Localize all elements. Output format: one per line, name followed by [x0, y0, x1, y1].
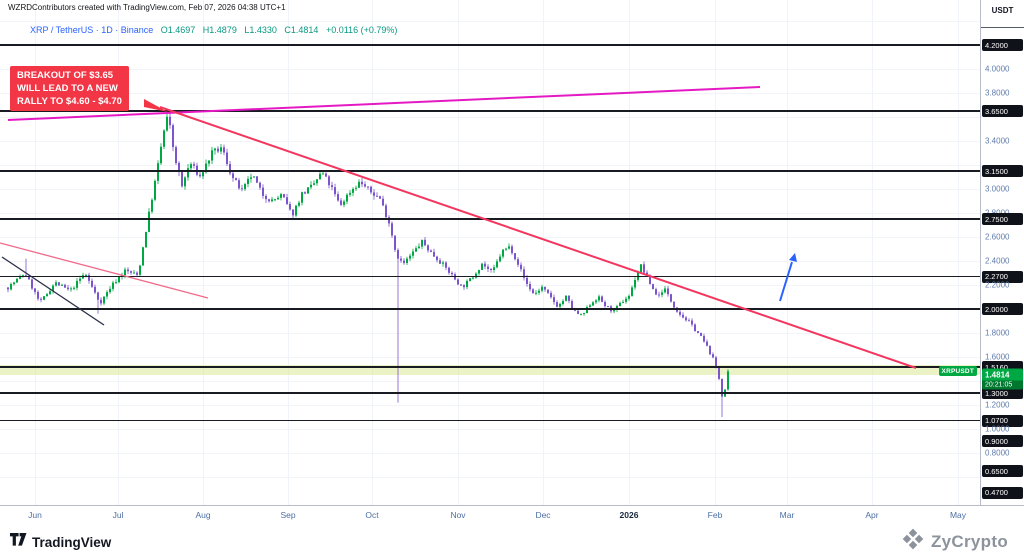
- time-label: May: [949, 510, 967, 520]
- price-axis[interactable]: USDT 4.2000 4.0000 3.8000 3.6500 3.4000 3.150…: [980, 0, 1024, 505]
- price-label: 2.7500: [982, 213, 1023, 225]
- price-level-line[interactable]: [0, 308, 980, 310]
- low-value: L1.4330: [244, 25, 277, 35]
- price-label: 0.8000: [985, 448, 1010, 458]
- time-label: Nov: [450, 510, 466, 520]
- bar-countdown: 20:21:05: [982, 380, 1023, 390]
- bottom-bar: TradingView ZyCrypto: [0, 525, 1024, 556]
- time-label: Sep: [280, 510, 296, 520]
- zycrypto-wordmark: ZyCrypto: [930, 531, 1008, 551]
- price-label: 2.0000: [982, 303, 1023, 315]
- symbol-legend[interactable]: XRP / TetherUS · 1D · Binance O1.4697 H1…: [30, 25, 397, 35]
- price-label: 0.9000: [982, 435, 1023, 447]
- price-axis-currency-label: USDT: [991, 6, 1014, 15]
- zycrypto-logo: ZyCrypto: [902, 528, 1008, 555]
- zycrypto-diamond-icon: [902, 528, 924, 555]
- price-label: 1.0700: [982, 414, 1023, 427]
- current-price-label: 1.4814 20:21:05: [982, 368, 1023, 390]
- price-level-line[interactable]: [0, 218, 980, 220]
- price-label: 3.6500: [982, 105, 1023, 117]
- time-label: Dec: [535, 510, 551, 520]
- price-label: 3.4000: [985, 136, 1010, 146]
- time-label: Apr: [865, 510, 879, 520]
- time-label: Jul: [112, 510, 124, 520]
- price-label: 0.4700: [982, 486, 1023, 499]
- price-label: 1.3000: [982, 387, 1023, 399]
- price-level-line[interactable]: [0, 110, 980, 112]
- price-level-line[interactable]: [0, 419, 980, 422]
- price-axis-divider: [981, 27, 1024, 28]
- price-label: 1.2000: [985, 400, 1010, 410]
- price-label: 2.6000: [985, 232, 1010, 242]
- symbol-title[interactable]: XRP / TetherUS · 1D · Binance: [30, 25, 154, 35]
- open-value: O1.4697: [160, 25, 196, 35]
- price-highlight-band: [0, 364, 980, 375]
- price-level-line[interactable]: [0, 170, 980, 172]
- price-label: 4.2000: [982, 39, 1023, 51]
- change-value: +0.0116 (+0.79%): [325, 25, 398, 35]
- annotation-line: BREAKOUT OF $3.65: [17, 70, 114, 81]
- price-level-line[interactable]: [0, 392, 980, 394]
- current-price-value: 1.4814: [982, 368, 1023, 381]
- price-label: 3.8000: [985, 88, 1010, 98]
- price-label: 3.0000: [985, 184, 1010, 194]
- time-axis[interactable]: Jun Jul Aug Sep Oct Nov Dec 2026 Feb Mar Apr May: [0, 505, 1024, 525]
- price-label: 2.4000: [985, 256, 1010, 266]
- time-label: Feb: [707, 510, 723, 520]
- high-value: H1.4879: [202, 25, 237, 35]
- price-label: 4.0000: [985, 64, 1010, 74]
- tradingview-logo: TradingView: [10, 533, 111, 551]
- time-label: Aug: [195, 510, 211, 520]
- tradingview-wordmark: TradingView: [32, 534, 112, 550]
- time-label: 2026: [619, 510, 639, 520]
- price-level-line[interactable]: [0, 275, 980, 278]
- breakout-annotation[interactable]: BREAKOUT OF $3.65 WILL LEAD TO A NEW RAL…: [10, 66, 129, 111]
- price-label: 2.2700: [982, 270, 1023, 283]
- attribution-note: WZRDContributors created with TradingVie…: [8, 3, 286, 12]
- time-label: Oct: [365, 510, 379, 520]
- time-label: Jun: [28, 510, 42, 520]
- tradingview-mark-icon: [10, 533, 27, 551]
- price-label: 2.2000: [985, 280, 1010, 290]
- price-label: 1.6000: [985, 352, 1010, 362]
- price-label: 3.1500: [982, 165, 1023, 177]
- drawings-layer[interactable]: [0, 0, 980, 505]
- annotation-line: WILL LEAD TO A NEW: [17, 83, 118, 94]
- price-level-line[interactable]: [0, 44, 980, 46]
- price-label: 1.0000: [985, 424, 1010, 434]
- annotation-line: RALLY TO $4.60 - $4.70: [17, 96, 122, 107]
- price-line-symbol-badge: XRPUSDT: [938, 366, 977, 377]
- time-label: Mar: [779, 510, 795, 520]
- price-label: 0.6500: [982, 465, 1023, 477]
- price-label: 1.8000: [985, 328, 1010, 338]
- price-level-line[interactable]: [0, 366, 980, 368]
- close-value: C1.4814: [284, 25, 319, 35]
- chart-plot-area[interactable]: XRP / TetherUS · 1D · Binance O1.4697 H1…: [0, 0, 980, 505]
